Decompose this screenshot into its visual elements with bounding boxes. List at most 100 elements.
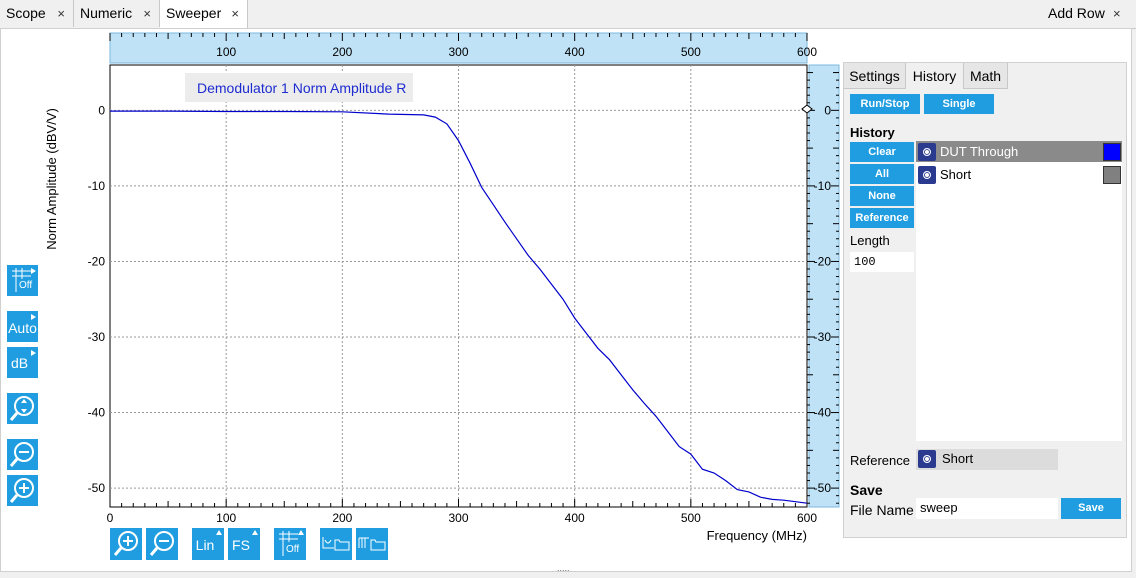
resize-handle[interactable]: ..... <box>557 563 570 573</box>
y-tick-label: -20 <box>88 254 106 268</box>
menu-arrow-icon <box>31 268 36 274</box>
y-axis-label: Norm Amplitude (dBV/V) <box>44 108 59 250</box>
axis-ticks: 0 100 200 300 400 500 600 100 200 300 400 500 600 0 0 -… <box>88 33 839 525</box>
grid-icon <box>279 531 298 556</box>
table-folder-icon <box>358 537 386 551</box>
reference-value: Short <box>942 451 974 466</box>
all-button[interactable]: All <box>850 164 914 184</box>
tab-settings[interactable]: Settings <box>844 63 906 89</box>
radio-icon[interactable] <box>918 166 936 184</box>
zoom-out-button[interactable] <box>146 528 178 560</box>
length-label: Length <box>850 233 890 248</box>
color-swatch[interactable] <box>1103 143 1121 161</box>
close-icon[interactable]: × <box>143 6 151 21</box>
run-stop-button[interactable]: Run/Stop <box>850 94 920 114</box>
legend-label: Demodulator 1 Norm Amplitude R <box>197 80 406 96</box>
save-button[interactable]: Save <box>1061 498 1121 519</box>
sweeper-plot[interactable]: 0 100 200 300 400 500 600 100 200 300 400 500 600 0 0 -… <box>1 29 841 573</box>
color-swatch[interactable] <box>1103 166 1121 184</box>
right-tick-label: -20 <box>814 254 832 268</box>
history-title: History <box>850 125 895 140</box>
top-tick-label: 200 <box>332 45 352 59</box>
db-label: dB <box>10 355 29 371</box>
x-axis-label: Frequency (MHz) <box>707 528 807 543</box>
menu-arrow-icon <box>252 530 258 535</box>
zoom-fit-icon <box>9 396 34 421</box>
lin-scale-button[interactable]: Lin <box>192 528 224 560</box>
zoom-out-button[interactable] <box>7 439 38 470</box>
right-tick-label: -30 <box>814 330 832 344</box>
x-tick-label: 200 <box>332 511 352 525</box>
none-button[interactable]: None <box>850 186 914 206</box>
x-tick-label: 600 <box>797 511 817 525</box>
tab-label: Numeric <box>80 5 133 21</box>
close-icon[interactable]: × <box>231 6 239 21</box>
x-tick-label: 100 <box>216 511 236 525</box>
single-button[interactable]: Single <box>924 94 994 114</box>
side-panel: Settings History Math Run/Stop Single Hi… <box>843 62 1127 538</box>
right-axis-strip[interactable] <box>808 64 840 508</box>
history-list[interactable]: DUT Through Short <box>916 141 1122 441</box>
zoom-fit-button[interactable] <box>7 393 38 424</box>
tab-history[interactable]: History <box>906 63 964 89</box>
tab-math[interactable]: Math <box>964 63 1008 89</box>
tab-scope[interactable]: Scope × <box>0 0 74 27</box>
zoom-in-button[interactable] <box>7 475 38 506</box>
auto-scale-button[interactable]: Auto <box>7 311 38 342</box>
close-icon[interactable]: × <box>57 6 65 21</box>
top-tick-label: 600 <box>797 45 817 59</box>
close-icon[interactable]: × <box>1113 6 1121 21</box>
curve-folder-icon <box>322 537 350 551</box>
x-tick-label: 500 <box>681 511 701 525</box>
x-tick-label: 0 <box>107 511 114 525</box>
lin-label: Lin <box>195 537 215 553</box>
grid-off-button[interactable]: Off <box>7 265 38 296</box>
radio-icon[interactable] <box>918 143 936 161</box>
zoom-in-button[interactable] <box>110 528 142 560</box>
menu-arrow-icon <box>216 530 222 535</box>
zoom-out-icon <box>9 442 34 467</box>
history-item-label: Short <box>940 167 972 182</box>
grid-off-label: Off <box>286 544 300 555</box>
list-item[interactable]: Short <box>916 164 1122 185</box>
tab-label: Scope <box>6 5 46 21</box>
db-scale-button[interactable]: dB <box>7 347 38 378</box>
tab-numeric[interactable]: Numeric × <box>74 0 160 27</box>
x-tick-label: 300 <box>448 511 468 525</box>
menu-arrow-icon <box>31 314 36 320</box>
auto-label: Auto <box>8 320 37 336</box>
grid-off-label: Off <box>19 280 33 291</box>
top-tick-label: 300 <box>448 45 468 59</box>
save-title: Save <box>850 482 883 498</box>
reference-select[interactable]: Short <box>916 449 1058 470</box>
x-tick-label: 400 <box>565 511 585 525</box>
top-tick-label: 400 <box>565 45 585 59</box>
save-table-button[interactable] <box>356 528 388 560</box>
fs-label: FS <box>232 537 250 553</box>
y-tick-label: -10 <box>88 179 106 193</box>
add-row-button[interactable]: Add Row <box>1048 5 1105 21</box>
right-tick-label: -50 <box>814 481 832 495</box>
list-item[interactable]: DUT Through <box>916 141 1122 162</box>
tab-sweeper[interactable]: Sweeper × <box>160 0 248 28</box>
tab-label: Sweeper <box>166 5 222 21</box>
grid-lines <box>110 65 807 507</box>
reference-button[interactable]: Reference <box>850 208 914 228</box>
length-field[interactable]: 100 <box>850 252 914 272</box>
right-tick-label: 0 <box>824 103 831 117</box>
save-curve-button[interactable] <box>320 528 352 560</box>
top-tick-label: 500 <box>681 45 701 59</box>
grid-off-button[interactable]: Off <box>274 528 306 560</box>
cursor-marker-icon[interactable] <box>801 104 813 114</box>
menu-arrow-icon <box>31 350 36 356</box>
legend-box <box>185 73 413 102</box>
radio-icon[interactable] <box>918 450 936 468</box>
history-item-label: DUT Through <box>940 144 1019 159</box>
y-tick-label: -30 <box>88 330 106 344</box>
reference-label: Reference <box>850 453 910 468</box>
clear-button[interactable]: Clear <box>850 142 914 162</box>
y-tick-label: -50 <box>88 481 106 495</box>
file-name-field[interactable]: sweep <box>916 498 1058 519</box>
zoom-out-icon <box>149 531 174 556</box>
fs-scale-button[interactable]: FS <box>228 528 260 560</box>
